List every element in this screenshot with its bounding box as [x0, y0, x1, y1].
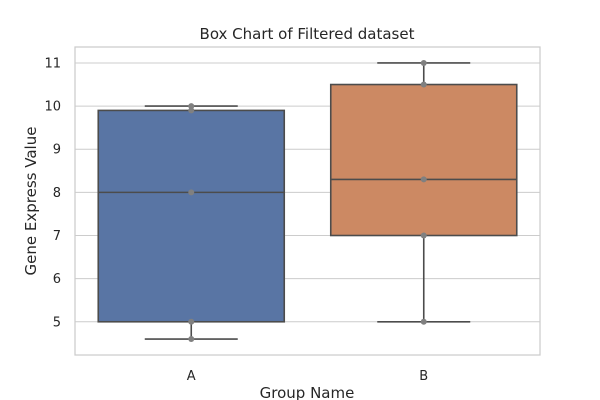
data-point — [188, 103, 195, 110]
y-tick-label: 8 — [53, 186, 61, 201]
y-tick-label: 10 — [44, 100, 61, 115]
data-point — [188, 318, 195, 325]
chart-title: Box Chart of Filtered dataset — [200, 25, 415, 43]
data-point — [420, 59, 427, 66]
data-point — [188, 336, 195, 343]
point-layer — [188, 59, 427, 343]
y-tick-labels: 5 6 7 8 9 10 11 — [44, 56, 61, 330]
x-tick-label: B — [419, 369, 428, 384]
box-b — [329, 83, 518, 237]
x-axis-label: Group Name — [260, 384, 355, 400]
y-tick-label: 6 — [53, 272, 61, 287]
data-point — [420, 176, 427, 183]
y-axis-label: Gene Express Value — [22, 127, 40, 276]
box-layer — [97, 62, 518, 340]
box-a — [97, 109, 286, 323]
data-point — [420, 318, 427, 325]
y-tick-label: 11 — [44, 56, 61, 71]
y-tick-label: 7 — [53, 229, 61, 244]
plot-frame — [74, 46, 541, 356]
y-tick-label: 9 — [53, 143, 61, 158]
data-point — [188, 107, 195, 114]
data-point — [188, 189, 195, 196]
y-tick-label: 5 — [53, 315, 61, 330]
x-tick-label: A — [187, 369, 196, 384]
data-point — [420, 81, 427, 88]
data-point — [420, 232, 427, 239]
